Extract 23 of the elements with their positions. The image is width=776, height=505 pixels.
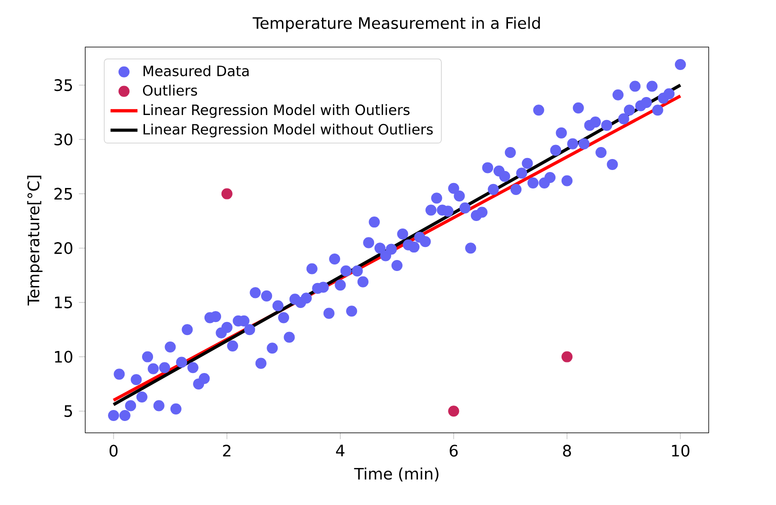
y-tick-label: 15: [55, 296, 72, 309]
legend-label: Linear Regression Model without Outliers: [144, 124, 433, 138]
y-tick-label: 30: [54, 134, 72, 146]
legend-label: Measured Data: [144, 65, 249, 76]
x-tick-label: 4: [336, 444, 344, 456]
y-tick-label: 25: [54, 188, 72, 200]
x-axis-title: Time (min): [354, 468, 438, 482]
legend-label: Linear Regression Model with Outliers: [144, 104, 410, 118]
point: [221, 188, 232, 200]
x-tick-label: 0: [110, 444, 118, 457]
x-tick-label: 2: [223, 444, 230, 457]
y-tick-label: 5: [64, 405, 72, 418]
y-axis-title: Temperature[°C]: [27, 176, 42, 306]
y-tick-label: 35: [54, 79, 72, 92]
y-tick-label: 20: [54, 242, 72, 254]
y-tick-label: 10: [55, 350, 72, 363]
x-tick-label: 8: [563, 444, 571, 457]
point: [562, 351, 573, 362]
point: [448, 406, 460, 417]
legend-label: Outliers: [142, 84, 198, 96]
chart-title: Temperature Measurement in a Field: [252, 16, 540, 32]
x-tick-label: 10: [672, 444, 690, 457]
x-tick-label: 6: [450, 444, 458, 457]
